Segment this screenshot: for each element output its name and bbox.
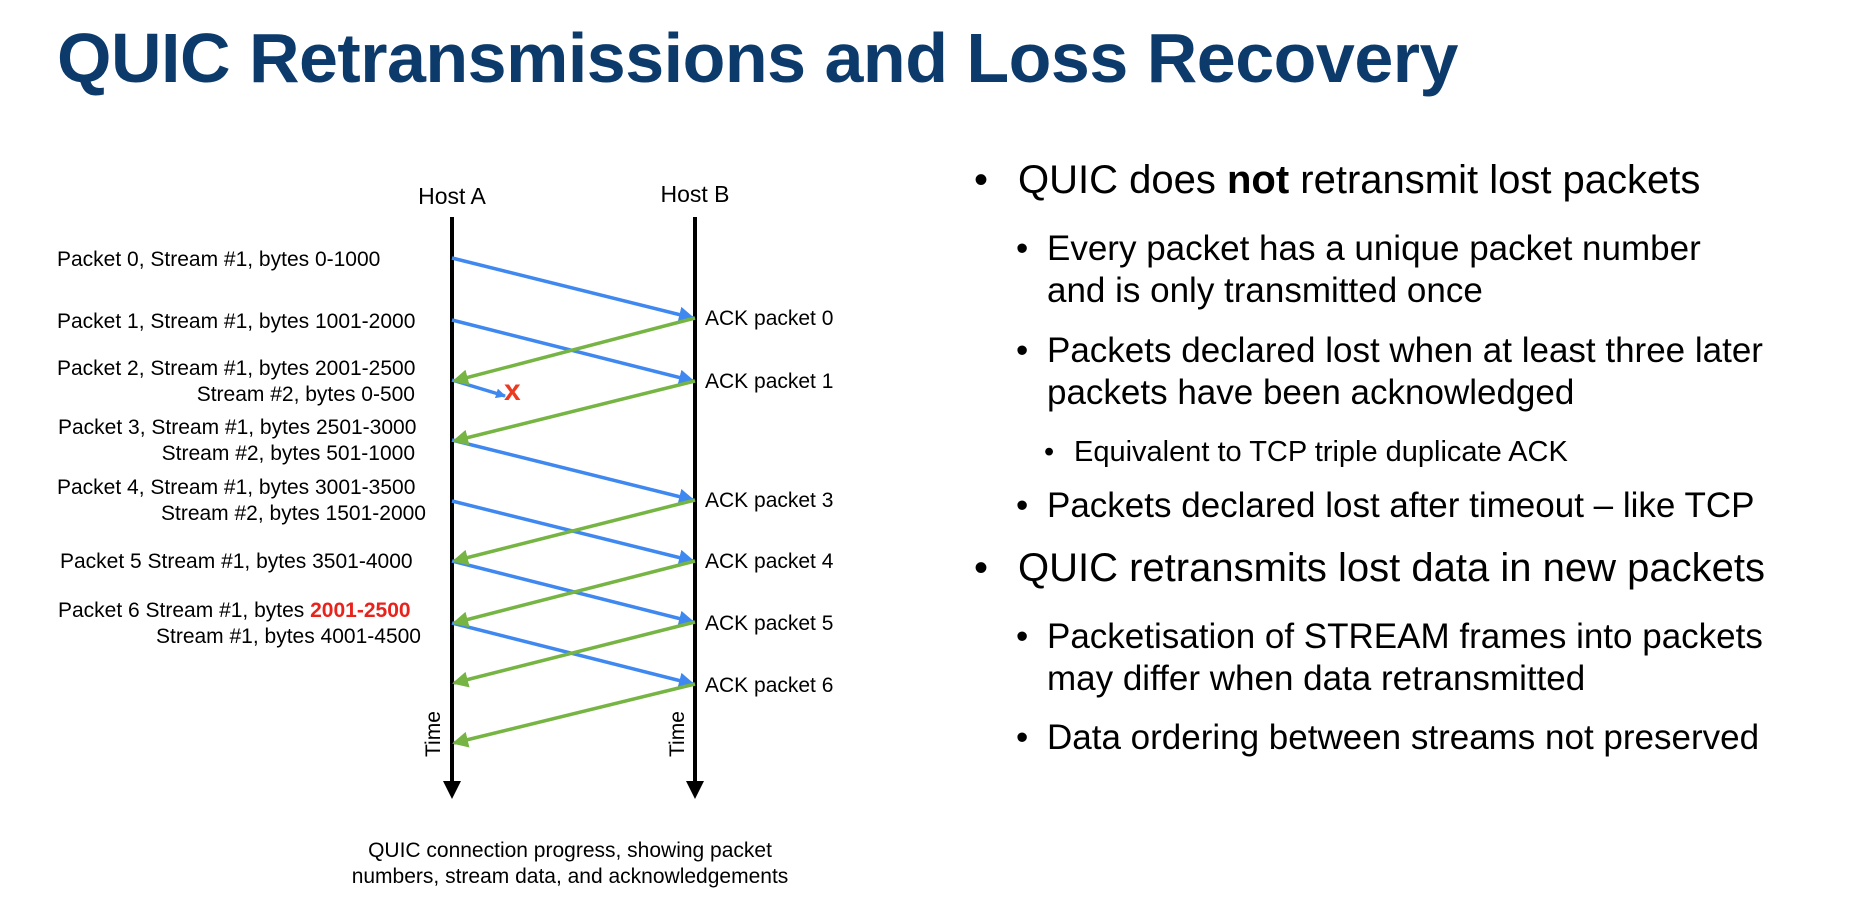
host-a-timeline-arrowhead [443, 781, 461, 799]
lost-packet-marker: x [504, 374, 521, 407]
ack-6-label: ACK packet 6 [705, 674, 833, 697]
host-b-label: Host B [660, 181, 729, 207]
packet-3-label-line2: Stream #2, bytes 501-1000 [162, 442, 415, 465]
packet-6-label: Packet 6 Stream #1, bytes 2001-2500 [58, 599, 411, 622]
ack-5-arrow [452, 620, 696, 688]
ack-3-arrow [452, 498, 696, 566]
ack-0-label: ACK packet 0 [705, 307, 833, 330]
ack-3-label: ACK packet 3 [705, 489, 833, 512]
bullet-text: Every packet has a unique packet number [1047, 229, 1701, 268]
bullet-dot: • [974, 158, 989, 202]
packet-2-lost-arrow [451, 378, 506, 399]
bullet-dot: • [1016, 229, 1029, 268]
ack-1-arrow [452, 379, 696, 446]
bullet-dot: • [1016, 718, 1029, 757]
packet-3-arrow [451, 438, 695, 505]
bullet-text: packets have been acknowledged [1047, 373, 1575, 412]
bullet-text: QUIC retransmits lost data in new packet… [1018, 546, 1765, 590]
ack-0-arrow [452, 316, 696, 386]
ack-6-arrow [452, 682, 696, 748]
host-b-timeline-arrowhead [686, 781, 704, 799]
bullet-text: Packetisation of STREAM frames into pack… [1047, 617, 1763, 656]
bullet-dot: • [1016, 486, 1029, 525]
bullet-dot: • [974, 546, 989, 590]
bullet-text: Equivalent to TCP triple duplicate ACK [1074, 436, 1568, 468]
packet-4-label-line2: Stream #2, bytes 1501-2000 [161, 502, 426, 525]
packet-6-retransmitted-bytes: 2001-2500 [310, 599, 410, 622]
diagram-caption: QUIC connection progress, showing packet… [330, 838, 810, 890]
bullet-text: and is only transmitted once [1047, 271, 1483, 310]
packet-2-label: Packet 2, Stream #1, bytes 2001-2500 [57, 357, 415, 380]
bullet-text: Packets declared lost when at least thre… [1047, 331, 1763, 370]
bullet-emphasis: not [1226, 158, 1290, 202]
slide-title: QUIC Retransmissions and Loss Recovery [57, 19, 1458, 97]
caption-line-2: numbers, stream data, and acknowledgemen… [351, 865, 789, 888]
ack-4-label: ACK packet 4 [705, 550, 834, 573]
packet-0-label: Packet 0, Stream #1, bytes 0-1000 [57, 248, 380, 271]
bullet-dot: • [1016, 617, 1029, 656]
packet-6-label-line2: Stream #1, bytes 4001-4500 [156, 625, 421, 648]
bullet-dot: • [1044, 436, 1055, 468]
packet-6-label-prefix: Packet 6 Stream #1, bytes [58, 599, 310, 622]
bullet-dot: • [1016, 331, 1029, 370]
bullet-text: Data ordering between streams not preser… [1047, 718, 1760, 757]
ack-1-label: ACK packet 1 [705, 370, 833, 393]
bullet-text: Packets declared lost after timeout – li… [1047, 486, 1755, 525]
packet-4-label: Packet 4, Stream #1, bytes 3001-3500 [57, 476, 415, 499]
packet-1-label: Packet 1, Stream #1, bytes 1001-2000 [57, 310, 415, 333]
host-b-time-label: Time [666, 711, 689, 757]
packet-5-label: Packet 5 Stream #1, bytes 3501-4000 [60, 550, 413, 573]
ack-4-arrow [452, 559, 696, 628]
caption-line-1: QUIC connection progress, showing packet [368, 839, 772, 862]
bullet-text: may differ when data retransmitted [1047, 659, 1586, 698]
host-a-time-label: Time [422, 711, 445, 757]
packet-2-label-line2: Stream #2, bytes 0-500 [197, 383, 415, 406]
bullet-text: QUIC does [1018, 158, 1227, 202]
bullet-text: retransmit lost packets [1289, 158, 1701, 202]
ack-5-label: ACK packet 5 [705, 612, 833, 635]
packet-3-label: Packet 3, Stream #1, bytes 2501-3000 [58, 416, 416, 439]
packet-0-arrow [451, 256, 695, 323]
host-a-label: Host A [418, 183, 486, 209]
